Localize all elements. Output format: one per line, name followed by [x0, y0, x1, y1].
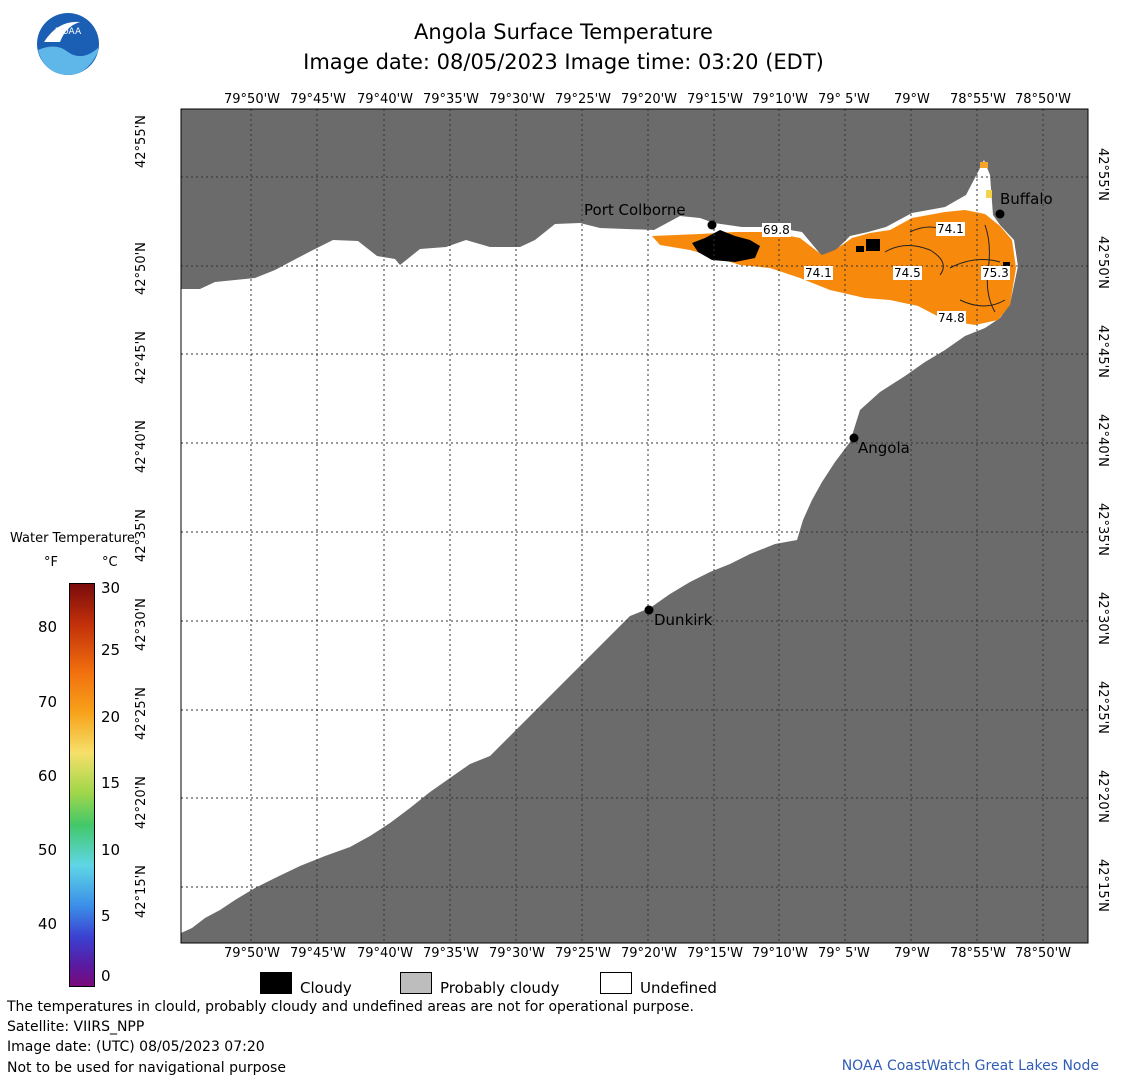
- city-marker-dunkirk: [644, 605, 654, 615]
- lon-label: 79°35'W: [423, 92, 480, 107]
- legend-swatch-cloudy: [260, 972, 292, 994]
- city-marker-port-colborne: [707, 220, 717, 230]
- lon-label: 79°15'W: [687, 92, 744, 107]
- lon-label: 79°25'W: [555, 92, 612, 107]
- footer-navigation-warning: Not to be used for navigational purpose: [7, 1060, 286, 1076]
- legend-label-probably-cloudy: Probably cloudy: [440, 979, 560, 997]
- lon-label: 79°35'W: [423, 946, 480, 961]
- city-marker-buffalo: [995, 209, 1005, 219]
- lon-label: 79°45'W: [290, 946, 347, 961]
- scale-tick-c: 25: [101, 641, 121, 659]
- legend-swatch-undefined: [600, 972, 632, 994]
- unit-celsius: °C: [102, 555, 118, 570]
- warm-speck: [986, 190, 992, 198]
- legend-swatch-probably-cloudy: [400, 972, 432, 994]
- lon-label: 79°50'W: [224, 92, 281, 107]
- temperature-label: 74.5: [893, 266, 922, 280]
- lon-label: 78°50'W: [1015, 946, 1072, 961]
- city-label-angola: Angola: [858, 439, 910, 457]
- lon-label: 79° 5'W: [818, 92, 870, 107]
- lon-label: 79°40'W: [357, 92, 414, 107]
- footer-utc-date: Image date: (UTC) 08/05/2023 07:20: [7, 1039, 265, 1055]
- lon-label: 79°20'W: [621, 92, 678, 107]
- legend-label-undefined: Undefined: [640, 979, 717, 997]
- lon-label: 79°30'W: [489, 946, 546, 961]
- temperature-label: 74.1: [804, 266, 833, 280]
- noaa-logo: NOAA: [37, 13, 99, 76]
- footer-credit: NOAA CoastWatch Great Lakes Node: [841, 1058, 1099, 1074]
- logo-text: NOAA: [55, 27, 82, 37]
- footer-disclaimer: The temperatures in clould, probably clo…: [7, 999, 694, 1015]
- scale-tick-f: 40: [38, 915, 58, 933]
- lon-label: 79°15'W: [687, 946, 744, 961]
- lon-label: 79°W: [894, 92, 930, 107]
- lon-label: 79°40'W: [357, 946, 414, 961]
- temperature-label: 74.1: [936, 222, 965, 236]
- lon-label: 79°30'W: [489, 92, 546, 107]
- lon-label: 79°W: [894, 946, 930, 961]
- color-scale-title: Water Temperature: [10, 531, 135, 546]
- scale-tick-f: 70: [38, 693, 58, 711]
- lon-label: 79°45'W: [290, 92, 347, 107]
- map-frame: [180, 108, 1089, 944]
- city-label-dunkirk: Dunkirk: [654, 611, 713, 629]
- scale-tick-c: 20: [101, 708, 121, 726]
- page-subtitle: Image date: 08/05/2023 Image time: 03:20…: [303, 50, 824, 74]
- city-label-buffalo: Buffalo: [1000, 190, 1053, 208]
- color-scale-bar: [69, 583, 95, 987]
- temperature-label: 74.8: [937, 311, 966, 325]
- cloud-patch: [856, 246, 864, 252]
- scale-tick-c: 15: [101, 774, 121, 792]
- city-marker-angola: [849, 433, 859, 443]
- graticule: [181, 109, 1088, 943]
- lon-label: 79°20'W: [621, 946, 678, 961]
- scale-tick-c: 0: [101, 967, 111, 985]
- lon-label: 78°50'W: [1015, 92, 1072, 107]
- page-title: Angola Surface Temperature: [414, 20, 713, 44]
- land-north: [181, 109, 1088, 943]
- temperature-label: 69.8: [762, 223, 791, 237]
- temperature-label: 75.3: [981, 266, 1010, 280]
- cloud-patch: [692, 230, 760, 262]
- lon-label: 79°10'W: [752, 946, 809, 961]
- warm-speck: [980, 162, 988, 168]
- lon-label: 79°50'W: [224, 946, 281, 961]
- unit-fahrenheit: °F: [44, 555, 58, 570]
- city-label-port-colborne: Port Colborne: [584, 201, 686, 219]
- footer-satellite: Satellite: VIIRS_NPP: [7, 1019, 145, 1035]
- lon-label: 79°10'W: [752, 92, 809, 107]
- scale-tick-f: 80: [38, 618, 58, 636]
- lon-label: 78°55'W: [950, 946, 1007, 961]
- lon-label: 79° 5'W: [818, 946, 870, 961]
- cloud-patch: [866, 239, 880, 251]
- scale-tick-c: 30: [101, 579, 121, 597]
- legend-label-cloudy: Cloudy: [300, 979, 352, 997]
- lon-label: 78°55'W: [950, 92, 1007, 107]
- scale-tick-f: 50: [38, 841, 58, 859]
- scale-tick-c: 10: [101, 841, 121, 859]
- scale-tick-c: 5: [101, 907, 111, 925]
- scale-tick-f: 60: [38, 767, 58, 785]
- lon-label: 79°25'W: [555, 946, 612, 961]
